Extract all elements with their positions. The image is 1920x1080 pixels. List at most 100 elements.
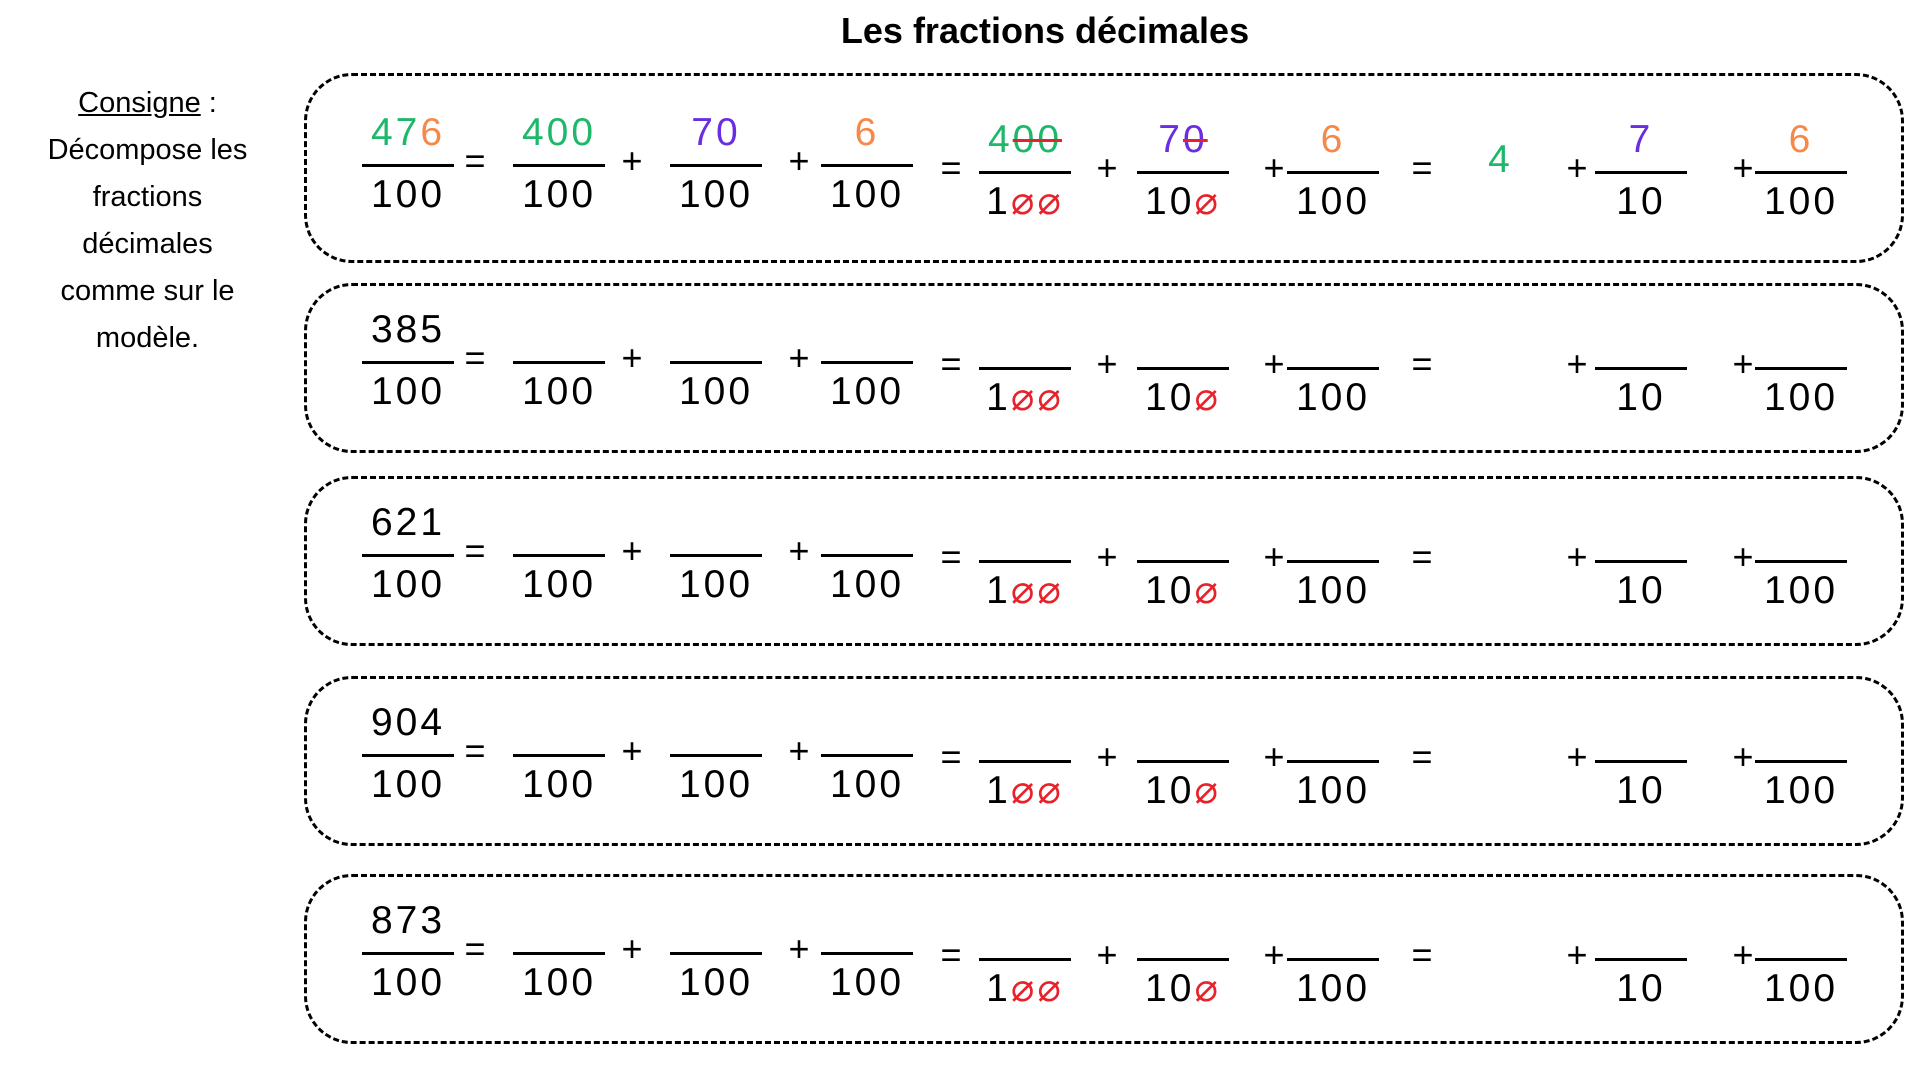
equals-sign: = — [940, 147, 962, 188]
struck-zeros: ⌀⌀ — [1010, 376, 1064, 419]
plus-sign: + — [1096, 934, 1118, 975]
instruction-line: décimales — [82, 228, 213, 260]
blank-whole-number[interactable] — [1469, 727, 1529, 771]
denominator: 100 — [370, 370, 446, 413]
equals-sign: = — [940, 934, 962, 975]
denominator: 100 — [829, 961, 905, 1004]
blank-final-tenths[interactable]: 10 — [1595, 707, 1687, 817]
equals-sign: = — [940, 536, 962, 577]
denominator: 100 — [678, 173, 754, 216]
equals-sign: = — [464, 730, 486, 771]
plus-sign: + — [1732, 934, 1754, 975]
denominator: 10⌀ — [1145, 569, 1221, 612]
blank-simplify-hundreds[interactable]: 1⌀⌀ — [979, 905, 1071, 1015]
denominator: 1⌀⌀ — [979, 769, 1071, 813]
denominator: 100 — [370, 173, 446, 216]
fraction-bar — [362, 164, 454, 167]
blank-simplify-hundreds[interactable]: 1⌀⌀ — [979, 507, 1071, 617]
numerator: 6 — [1320, 118, 1346, 161]
struck-zeros: ⌀⌀ — [1010, 569, 1064, 612]
struck-zero: ⌀ — [1194, 376, 1221, 419]
denominator: 100 — [1295, 769, 1371, 812]
blank-fraction-units[interactable]: 100 — [821, 308, 913, 418]
blank-whole-number[interactable] — [1469, 925, 1529, 969]
denominator: 100 — [521, 173, 597, 216]
kept-digits: 4 — [987, 118, 1013, 161]
blank-simplify-tens[interactable]: 10⌀ — [1137, 905, 1229, 1015]
denominator: 100 — [1763, 967, 1839, 1010]
denominator: 10⌀ — [1145, 180, 1221, 223]
blank-final-tenths[interactable]: 10 — [1595, 905, 1687, 1015]
denominator: 10 — [1616, 569, 1666, 612]
denominator: 100 — [1295, 569, 1371, 612]
fraction-bar — [979, 171, 1071, 174]
fraction-bar — [821, 952, 913, 955]
fraction-bar — [362, 361, 454, 364]
blank-fraction-hundreds[interactable]: 100 — [513, 701, 605, 811]
blank-final-tenths[interactable]: 10 — [1595, 314, 1687, 424]
blank-final-hundredths[interactable]: 100 — [1755, 507, 1847, 617]
blank-whole-number[interactable] — [1469, 334, 1529, 378]
fraction-bar — [1137, 171, 1229, 174]
exercise-row: 873 100 = 100 + 100 + 100 = 1⌀⌀ + 10⌀ + — [304, 874, 1904, 1044]
blank-fraction-tens[interactable]: 100 — [670, 899, 762, 1009]
blank-simplify-tens[interactable]: 10⌀ — [1137, 707, 1229, 817]
blank-simplify-tens[interactable]: 10⌀ — [1137, 314, 1229, 424]
equals-sign: = — [940, 343, 962, 384]
plus-sign: + — [1566, 343, 1588, 384]
plus-sign: + — [1263, 736, 1285, 777]
blank-simplify-units[interactable]: 100 — [1287, 314, 1379, 424]
blank-final-hundredths[interactable]: 100 — [1755, 707, 1847, 817]
exercise-fraction: 385 100 — [362, 308, 454, 418]
numerator: 621 — [370, 501, 446, 544]
blank-fraction-hundreds[interactable]: 100 — [513, 501, 605, 611]
fraction-bar — [670, 754, 762, 757]
blank-simplify-tens[interactable]: 10⌀ — [1137, 507, 1229, 617]
blank-fraction-hundreds[interactable]: 100 — [513, 899, 605, 1009]
model-fraction-hundreds: 400 100 — [513, 111, 605, 221]
blank-simplify-units[interactable]: 100 — [1287, 507, 1379, 617]
equals-sign: = — [1411, 934, 1433, 975]
fraction-bar — [362, 952, 454, 955]
blank-fraction-hundreds[interactable]: 100 — [513, 308, 605, 418]
blank-fraction-tens[interactable]: 100 — [670, 701, 762, 811]
plus-sign: + — [1566, 147, 1588, 188]
denominator: 100 — [829, 173, 905, 216]
model-final-tenths: 7 10 — [1595, 118, 1687, 228]
blank-fraction-tens[interactable]: 100 — [670, 308, 762, 418]
fraction-bar — [821, 754, 913, 757]
blank-simplify-hundreds[interactable]: 1⌀⌀ — [979, 707, 1071, 817]
blank-simplify-units[interactable]: 100 — [1287, 707, 1379, 817]
plus-sign: + — [1096, 343, 1118, 384]
denominator: 100 — [1763, 376, 1839, 419]
fraction-bar — [1137, 958, 1229, 961]
fraction-bar — [1287, 367, 1379, 370]
kept-digits: 1 — [986, 569, 1011, 612]
kept-digits: 1 — [1145, 180, 1170, 223]
plus-sign: + — [1263, 147, 1285, 188]
denominator: 100 — [521, 563, 597, 606]
struck-zero: 0 — [1183, 118, 1208, 161]
fraction-bar — [670, 164, 762, 167]
blank-simplify-hundreds[interactable]: 1⌀⌀ — [979, 314, 1071, 424]
denominator: 10 — [1616, 376, 1666, 419]
blank-fraction-units[interactable]: 100 — [821, 899, 913, 1009]
blank-fraction-units[interactable]: 100 — [821, 501, 913, 611]
fraction-bar — [979, 367, 1071, 370]
denominator: 100 — [370, 763, 446, 806]
model-numerator: 476 — [362, 111, 454, 155]
blank-fraction-units[interactable]: 100 — [821, 701, 913, 811]
blank-fraction-tens[interactable]: 100 — [670, 501, 762, 611]
denominator: 10 — [1616, 769, 1666, 812]
blank-final-hundredths[interactable]: 100 — [1755, 905, 1847, 1015]
blank-final-hundredths[interactable]: 100 — [1755, 314, 1847, 424]
numerator: 7 — [1628, 118, 1654, 161]
fraction-bar — [670, 952, 762, 955]
exercise-row: 904 100 = 100 + 100 + 100 = 1⌀⌀ + 10⌀ + — [304, 676, 1904, 846]
whole-number: 4 — [1488, 138, 1510, 181]
blank-simplify-units[interactable]: 100 — [1287, 905, 1379, 1015]
blank-final-tenths[interactable]: 10 — [1595, 507, 1687, 617]
struck-zero: ⌀ — [1194, 180, 1221, 223]
plus-sign: + — [621, 140, 643, 181]
blank-whole-number[interactable] — [1469, 527, 1529, 571]
